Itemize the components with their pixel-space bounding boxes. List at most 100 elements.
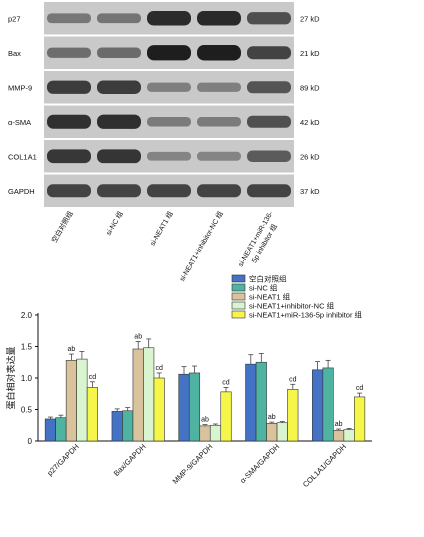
bar — [188, 372, 201, 442]
protein-size-label: 89 kD — [300, 83, 320, 92]
bar — [65, 360, 77, 442]
significance-label: cd — [222, 379, 230, 386]
blot-band — [247, 184, 291, 198]
bar — [322, 367, 334, 442]
blot-band — [97, 184, 141, 198]
legend-label: si-NEAT1+miR-136-5p inhibitor 组 — [249, 310, 363, 320]
x-tick-label: MMP-9/GAPDH — [171, 442, 215, 486]
bar — [209, 424, 222, 442]
protein-size-label: 42 kD — [300, 118, 320, 127]
bar — [199, 425, 211, 442]
significance-label: cd — [289, 376, 297, 383]
blot-band — [47, 80, 91, 94]
x-tick-label: COL1A1/GAPDH — [301, 442, 348, 489]
blot-band — [47, 114, 91, 129]
lane-label: 空白对照组 — [49, 210, 74, 245]
blot-band — [247, 81, 291, 94]
bar — [354, 396, 366, 442]
legend-label: si-NEAT1+inhibitor-NC 组 — [249, 301, 335, 311]
x-tick-label: Bax/GAPDH — [112, 442, 148, 478]
protein-label: MMP-9 — [8, 83, 32, 92]
western-blot-panel: p27 27 kD Bax 21 kD MMP-9 89 kD α-SMA 42 kD COL1… — [8, 2, 320, 283]
blot-band — [247, 46, 291, 60]
x-tick-label: α-SMA/GAPDH — [238, 442, 281, 485]
y-axis-label: 蛋白相对表达量 — [5, 346, 16, 409]
significance-label: ab — [335, 421, 343, 428]
bar — [153, 377, 165, 442]
significance-label: ab — [268, 414, 276, 421]
bar — [178, 373, 190, 442]
legend-swatch — [231, 283, 246, 292]
protein-size-label: 27 kD — [300, 14, 320, 23]
protein-size-label: 26 kD — [300, 152, 320, 161]
bar — [312, 369, 324, 442]
bar — [343, 429, 355, 442]
bar — [55, 417, 67, 442]
y-tick-label: 0 — [28, 437, 33, 446]
legend-swatch — [231, 274, 246, 283]
bar — [111, 411, 123, 442]
y-tick-label: 1.0 — [21, 374, 33, 383]
bar — [86, 387, 98, 442]
blot-band — [247, 12, 291, 25]
significance-label: cd — [89, 374, 97, 381]
blot-band — [197, 184, 241, 198]
lane-label-line: si-NC 组 — [104, 210, 125, 237]
bar — [287, 389, 299, 442]
lane-label: si-NEAT1+inhibitor-NC 组 — [177, 210, 225, 283]
bar — [276, 422, 288, 442]
blot-band — [197, 151, 241, 161]
protein-size-label: 37 kD — [300, 187, 320, 196]
bar-chart: 0 0.5 1.0 1.5 2.0 蛋白相对表达量 ab cd p27/GAPDH ab cd Bax… — [5, 274, 372, 489]
blot-band — [147, 117, 191, 127]
protein-label: Bax — [8, 49, 21, 58]
lane-label-line: si-NEAT1+inhibitor-NC 组 — [177, 210, 225, 283]
protein-label: p27 — [8, 14, 21, 23]
bar — [266, 423, 278, 442]
legend-swatch — [231, 292, 246, 301]
blot-band — [97, 114, 141, 129]
blot-band — [247, 115, 291, 128]
lane-label-line: 空白对照组 — [49, 210, 74, 245]
protein-size-label: 21 kD — [300, 49, 320, 58]
blot-band — [47, 13, 91, 24]
bar — [143, 347, 155, 442]
lane-label: si-NC 组 — [104, 210, 125, 237]
blot-band — [147, 184, 191, 198]
significance-label: ab — [201, 417, 209, 424]
blot-band — [97, 149, 141, 164]
y-tick-label: 0.5 — [21, 406, 33, 415]
blot-band — [147, 151, 191, 161]
blot-band — [47, 184, 91, 198]
blot-band — [147, 45, 191, 61]
protein-label: GAPDH — [8, 187, 35, 196]
legend-label: 空白对照组 — [249, 274, 287, 284]
blot-band — [97, 80, 141, 94]
blot-band — [47, 47, 91, 58]
lane-label: si-NEAT1+miR-136-5p inhibitor 组 — [238, 210, 284, 273]
blot-band — [97, 13, 141, 24]
blot-band — [97, 47, 141, 58]
y-tick-label: 2.0 — [21, 311, 33, 320]
blot-band — [147, 82, 191, 92]
blot-band — [47, 149, 91, 164]
blot-band — [197, 11, 241, 26]
bar — [255, 361, 267, 442]
lane-label: si-NEAT1 组 — [148, 210, 175, 248]
bar — [132, 348, 144, 442]
y-tick-label: 1.5 — [21, 343, 33, 352]
bar — [44, 418, 56, 442]
legend-swatch — [231, 301, 246, 310]
legend-label: si-NC 组 — [249, 283, 278, 293]
protein-label: α-SMA — [8, 118, 31, 127]
blot-band — [247, 150, 291, 162]
protein-label: COL1A1 — [8, 152, 37, 161]
blot-band — [197, 82, 241, 92]
bar — [220, 391, 232, 442]
blot-band — [147, 11, 191, 26]
significance-label: ab — [134, 333, 142, 340]
lane-label-line: si-NEAT1 组 — [148, 210, 175, 248]
bar — [333, 429, 345, 442]
bar — [245, 363, 257, 442]
